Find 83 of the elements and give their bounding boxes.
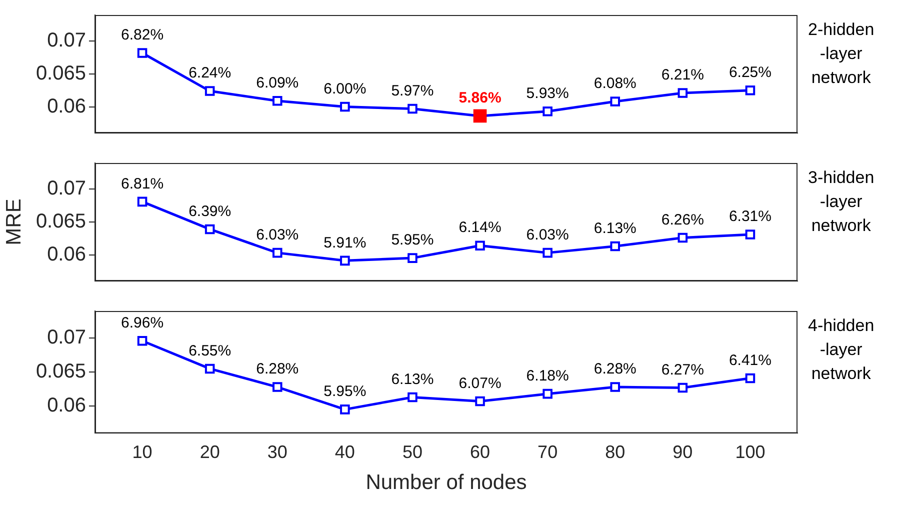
x-tick-label: 40: [334, 442, 355, 462]
data-label: 6.08%: [594, 75, 636, 92]
point: [475, 240, 485, 250]
point: [137, 336, 148, 346]
y-tick-label: 0.07: [47, 30, 86, 52]
y-tick-label: 0.06: [47, 95, 86, 118]
point: [272, 248, 282, 258]
y-tick-label: 0.065: [36, 210, 86, 233]
point: [745, 86, 756, 96]
data-label: 6.27%: [661, 361, 704, 378]
data-label: 5.95%: [324, 383, 366, 400]
data-label: 6.31%: [728, 208, 772, 226]
point: [340, 102, 350, 112]
data-label: 6.28%: [256, 360, 299, 378]
point: [610, 96, 620, 106]
text: 3-hidden -layer network: [808, 167, 874, 237]
data-label: 6.25%: [728, 64, 772, 82]
point: [340, 404, 350, 414]
data-label: 5.95%: [391, 232, 434, 249]
point: [272, 96, 282, 106]
point: [610, 241, 620, 252]
data-label: 6.03%: [526, 226, 569, 244]
x-tick-label: 80: [605, 442, 626, 462]
point: [678, 88, 688, 98]
y-tick-label: 0.07: [47, 178, 86, 200]
x-tick-label: 20: [200, 442, 220, 462]
data-label: 6.28%: [594, 360, 636, 378]
data-label: 6.26%: [661, 211, 704, 228]
point: [610, 382, 620, 392]
data-label: 6.14%: [458, 219, 502, 236]
point: [408, 104, 418, 114]
point: [542, 248, 552, 258]
data-label: 6.07%: [458, 374, 502, 392]
point: [475, 396, 485, 406]
x-tick-label: 90: [672, 442, 693, 462]
data-label: 6.39%: [188, 202, 232, 220]
point: [408, 392, 418, 402]
data-label: 5.97%: [391, 82, 434, 100]
y-axis-title: MRE: [2, 198, 26, 246]
point: [204, 86, 215, 96]
y-tick-label: 0.06: [47, 394, 86, 417]
data-label: 6.00%: [324, 80, 366, 98]
data-label: 5.93%: [526, 85, 569, 102]
y-tick-label: 0.07: [47, 326, 86, 349]
y-tick-label: 0.065: [36, 62, 86, 85]
x-tick-label: 50: [402, 442, 422, 462]
x-axis-title: Number of nodes: [366, 471, 527, 494]
point: [678, 232, 688, 243]
point: [678, 382, 688, 393]
text: 4-hidden -layer network: [808, 315, 874, 385]
data-label: 5.86%: [458, 90, 502, 107]
point: [137, 48, 148, 58]
point: [542, 388, 552, 399]
data-label: 6.09%: [256, 74, 299, 92]
data-label: 6.81%: [121, 175, 164, 192]
data-label: 6.03%: [256, 226, 299, 244]
point: [408, 253, 418, 263]
point: [204, 224, 215, 234]
data-label: 6.41%: [728, 352, 772, 369]
data-label: 6.13%: [594, 220, 636, 237]
data-label: 6.21%: [661, 66, 704, 84]
x-tick-label: 100: [735, 442, 766, 462]
point: [745, 373, 756, 384]
point: [542, 106, 552, 116]
data-label: 6.13%: [391, 370, 434, 388]
point: [204, 364, 215, 374]
point: [745, 230, 756, 240]
data-label: 6.96%: [121, 314, 164, 332]
point: [272, 382, 282, 392]
x-tick-label: 30: [267, 442, 288, 462]
x-tick-label: 10: [132, 442, 152, 462]
data-label: 6.82%: [121, 26, 164, 44]
data-label: 6.24%: [188, 64, 232, 82]
x-tick-label: 60: [470, 442, 490, 462]
x-tick-label: 70: [538, 442, 558, 462]
y-tick-label: 0.06: [47, 243, 86, 266]
data-label: 6.18%: [526, 367, 569, 384]
text: 2-hidden -layer network: [808, 19, 874, 89]
point: [340, 256, 350, 266]
data-label: 5.91%: [324, 234, 366, 252]
point: [137, 196, 148, 207]
data-label: 6.55%: [188, 342, 232, 360]
y-tick-label: 0.065: [36, 360, 86, 383]
